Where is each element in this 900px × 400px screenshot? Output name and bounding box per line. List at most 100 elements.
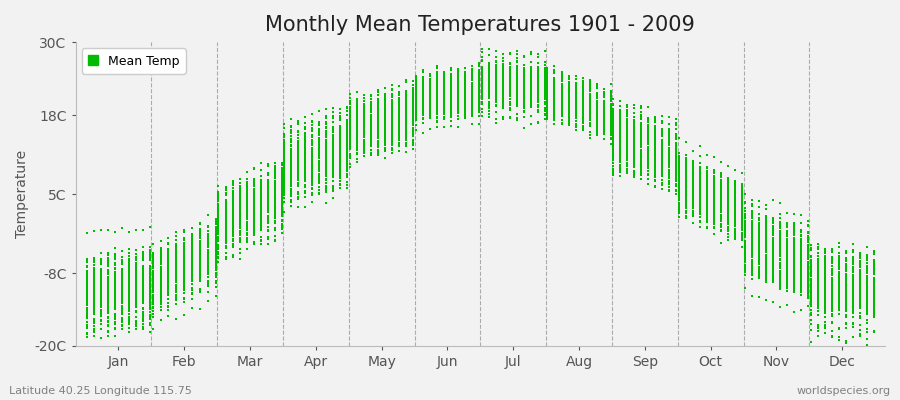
Point [101, 290, 115, 296]
Point [773, 211, 788, 217]
Point [738, 257, 752, 263]
Point [860, 267, 874, 274]
Point [597, 114, 611, 121]
Point [284, 146, 299, 152]
Point [277, 162, 292, 169]
Point [773, 222, 788, 229]
Point [392, 125, 407, 132]
Point [343, 139, 357, 145]
Point [108, 324, 122, 331]
Point [364, 142, 378, 148]
Point [143, 288, 157, 294]
Point [305, 152, 320, 159]
Point [225, 223, 239, 230]
Point [472, 102, 486, 108]
Point [824, 279, 839, 285]
Point [201, 241, 215, 248]
Point [597, 116, 611, 123]
Point [489, 84, 503, 90]
Point [773, 263, 788, 269]
Point [129, 257, 143, 264]
Point [340, 151, 355, 157]
Point [540, 90, 554, 96]
Point [706, 183, 721, 190]
Point [752, 198, 766, 204]
Point [811, 287, 825, 293]
Point [101, 270, 115, 277]
Point [860, 306, 874, 312]
Point [787, 257, 801, 263]
Point [80, 331, 94, 337]
Point [714, 228, 728, 234]
Point [562, 75, 576, 81]
Point [101, 267, 115, 274]
Point [444, 98, 458, 104]
Point [392, 117, 407, 123]
Point [458, 103, 473, 109]
Point [540, 76, 554, 82]
Point [436, 92, 451, 98]
Point [700, 183, 715, 189]
Point [714, 215, 728, 221]
Point [852, 331, 867, 338]
Point [298, 170, 312, 176]
Point [693, 185, 707, 192]
Point [364, 136, 378, 142]
Point [568, 121, 582, 128]
Point [291, 177, 305, 183]
Point [161, 270, 176, 277]
Point [284, 183, 299, 189]
Point [568, 73, 582, 80]
Point [744, 248, 759, 254]
Point [721, 224, 735, 231]
Point [212, 194, 226, 201]
Point [212, 208, 226, 214]
Point [416, 101, 430, 107]
Point [766, 252, 780, 258]
Point [752, 238, 766, 245]
Point [169, 274, 184, 280]
Point [693, 188, 707, 194]
Point [794, 241, 808, 248]
Point [260, 190, 274, 196]
Point [423, 100, 437, 106]
Point [787, 272, 801, 278]
Point [298, 165, 312, 172]
Point [277, 164, 292, 170]
Point [146, 257, 160, 264]
Point [225, 218, 239, 224]
Point [562, 106, 576, 113]
Point [161, 265, 176, 272]
Point [277, 168, 292, 174]
Point [627, 160, 642, 166]
Point [474, 66, 489, 73]
Point [277, 176, 292, 182]
Point [554, 106, 569, 113]
Point [153, 278, 167, 284]
Point [817, 276, 832, 283]
Point [225, 204, 239, 210]
Point [662, 159, 677, 165]
Point [547, 116, 562, 123]
Point [603, 124, 617, 131]
Point [298, 167, 312, 173]
Point [444, 85, 458, 91]
Point [143, 301, 157, 308]
Point [219, 217, 233, 223]
Point [260, 185, 274, 192]
Point [721, 187, 735, 193]
Point [80, 300, 94, 306]
Point [728, 194, 742, 200]
Point [752, 220, 766, 227]
Point [429, 98, 444, 104]
Point [502, 71, 517, 78]
Point [436, 102, 451, 108]
Point [209, 239, 223, 245]
Point [357, 110, 372, 116]
Point [852, 284, 867, 290]
Point [254, 212, 268, 218]
Point [839, 294, 853, 301]
Point [794, 280, 808, 286]
Point [672, 180, 687, 186]
Point [846, 300, 860, 307]
